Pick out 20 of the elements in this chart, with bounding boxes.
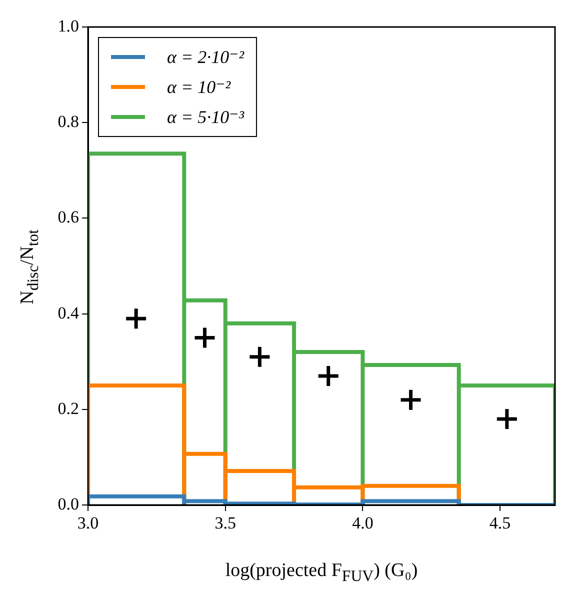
y-tick-label: 0.2 [58, 398, 79, 418]
x-axis-title: log(projected F$_{FUV}$) (G₀) [224, 560, 419, 586]
y-tick-label: 0.4 [58, 303, 80, 322]
point [399, 388, 423, 412]
y-tick-label: 1.0 [58, 16, 79, 36]
point [316, 364, 340, 388]
point [495, 407, 519, 431]
legend-label: α = 2·10⁻² [167, 46, 244, 68]
point [248, 345, 272, 369]
x-tick-label: 4.0 [352, 514, 374, 533]
x-tick-label: 4.5 [489, 514, 511, 533]
x-tick-label: 3.0 [77, 514, 99, 533]
legend-label: α = 5·10⁻³ [167, 106, 244, 128]
y-tick-label: 0.6 [58, 208, 79, 227]
y-tick-label: 0.0 [58, 494, 79, 514]
x-tick-label: 3.5 [214, 514, 236, 533]
legend-label: α = 10⁻² [167, 76, 230, 98]
point [124, 306, 148, 330]
y-tick-label: 0.8 [58, 112, 79, 132]
point [193, 326, 216, 350]
